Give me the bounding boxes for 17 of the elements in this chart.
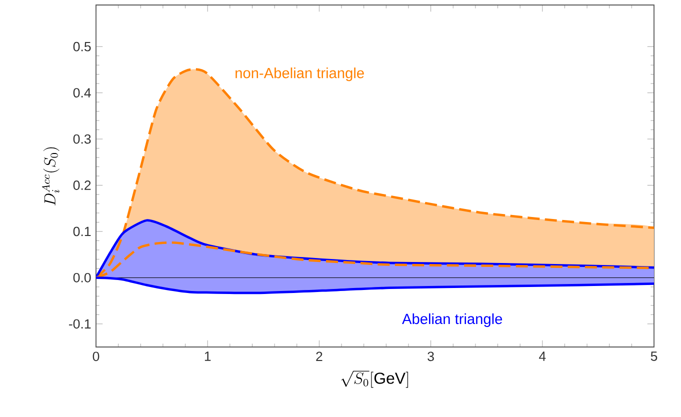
y-tick-label: 0.3 — [73, 134, 91, 144]
x-tick-label: 0 — [92, 352, 100, 362]
y-tick-label: 0.5 — [73, 42, 91, 52]
y-tick-label: 0.0 — [73, 272, 91, 282]
y-tick-label: 0.2 — [73, 180, 91, 190]
x-tick-label: 2 — [316, 352, 322, 361]
series-label: non-Abelian triangle — [236, 68, 364, 82]
x-tick-label: 3 — [428, 352, 434, 362]
y-tick-label: 0.1 — [73, 226, 91, 236]
x-tick-label: 1 — [204, 352, 211, 361]
y-axis-title: $D_i^{Acc}(S_0)$ — [42, 147, 60, 206]
x-axis-title: $\sqrt{S_0}[\mathrm{GeV}]$ — [341, 370, 408, 388]
x-tick-label: 4 — [539, 352, 546, 361]
y-tick-label: -0.1 — [69, 319, 91, 329]
y-tick-label: 0.4 — [73, 88, 91, 98]
x-tick-label: 5 — [650, 352, 658, 361]
text: Abelian triangle — [402, 313, 502, 327]
